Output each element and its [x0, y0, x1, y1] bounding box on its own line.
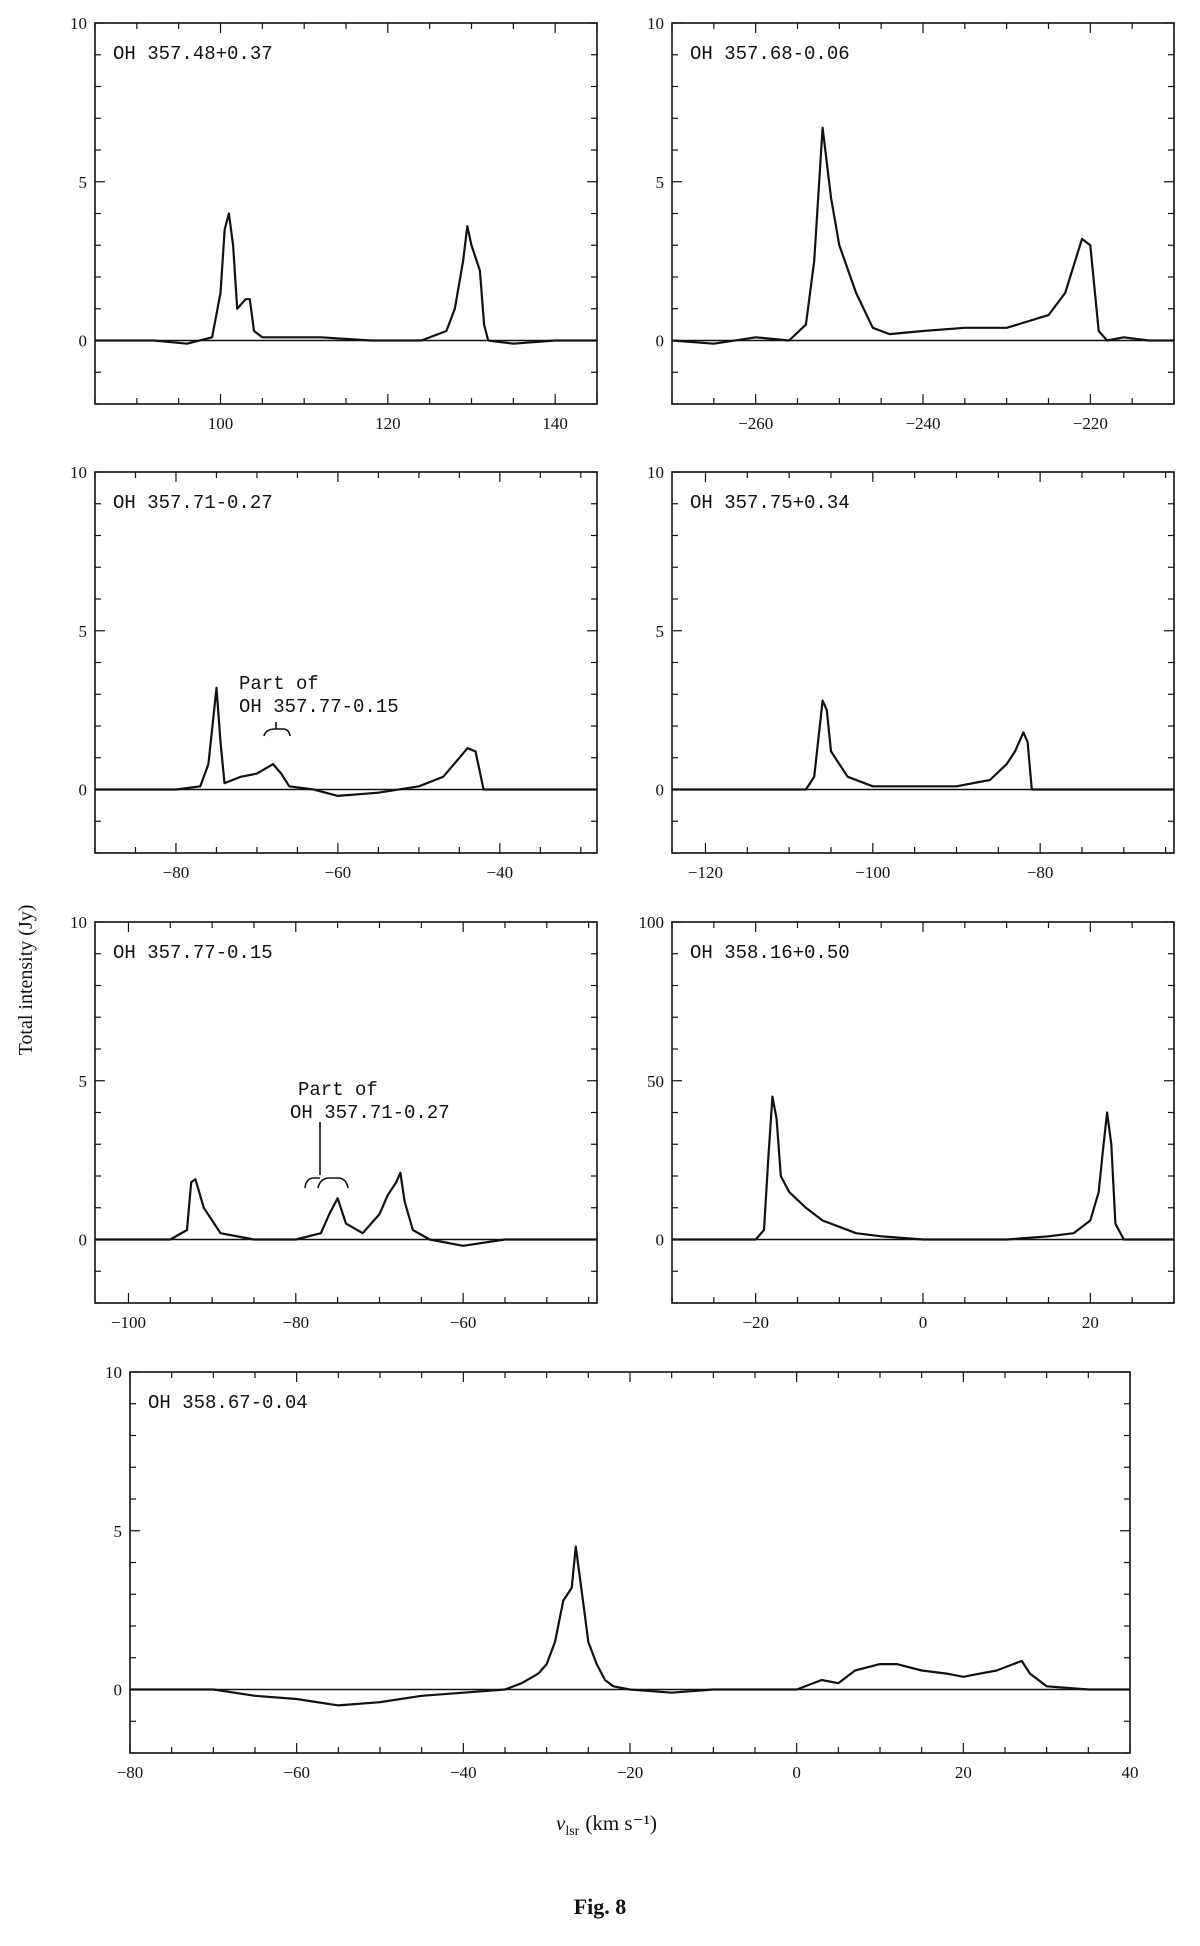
annotation-part-of-357-71: Part of OH 357.71-0.27: [290, 1079, 450, 1189]
spectrum-panel: −120 −100 −80 0 5 10 OH 357.75+0.34: [647, 463, 1175, 882]
x-tick-label: −100: [855, 863, 890, 882]
spectrum-line: [130, 1545, 1130, 1707]
y-tick-label: 100: [639, 913, 665, 932]
x-tick-label: −80: [117, 1763, 144, 1782]
panel-title: OH 357.75+0.34: [690, 492, 850, 514]
x-tick-label: 40: [1122, 1763, 1139, 1782]
y-tick-label: 0: [79, 332, 88, 351]
x-tick-label: −120: [688, 863, 723, 882]
x-tick-label: −40: [450, 1763, 477, 1782]
x-tick-label: 100: [208, 414, 234, 433]
spectrum-panel: 100 120 140 0 5 10 OH 357.48+0.37: [70, 14, 598, 433]
y-tick-label: 0: [656, 332, 665, 351]
plot-frame: [129, 1371, 1131, 1754]
annotation-line1: Part of: [239, 673, 319, 695]
spectrum-line: [95, 686, 597, 797]
spectrum-line: [672, 1095, 1174, 1241]
y-tick-label: 10: [70, 913, 87, 932]
spectrum-panel: −260 −240 −220 0 5 10 OH 357.68-0.06: [647, 14, 1175, 433]
spectrum-line: [671, 126, 1174, 345]
spectrum-panel: −80 −60 −40 0 5 10 OH 357.71-0.27: [70, 463, 598, 882]
annotation-bracket: [304, 1122, 349, 1189]
y-tick-label: 5: [114, 1522, 123, 1541]
spectrum-panel: −100 −80 −60 0 5 10 OH 357.77-0.15: [70, 913, 598, 1332]
x-tick-label: 20: [1082, 1313, 1099, 1332]
annotation-line1: Part of: [298, 1079, 378, 1101]
y-tick-label: 50: [647, 1072, 664, 1091]
y-tick-label: 0: [79, 781, 88, 800]
x-tick-label: −60: [450, 1313, 477, 1332]
y-tick-label: 0: [79, 1231, 88, 1250]
panel-title: OH 358.67-0.04: [148, 1392, 308, 1414]
x-tick-label: −60: [283, 1763, 310, 1782]
plot-frame: [94, 22, 598, 405]
y-tick-label: 10: [70, 14, 87, 33]
x-tick-label: −260: [738, 414, 773, 433]
y-tick-label: 10: [647, 14, 664, 33]
x-tick-label: −40: [487, 863, 514, 882]
x-tick-label: 0: [919, 1313, 928, 1332]
y-tick-label: 5: [656, 622, 665, 641]
x-tick-label: 140: [542, 414, 568, 433]
panel-title: OH 358.16+0.50: [690, 942, 850, 964]
y-tick-label: 5: [79, 1072, 88, 1091]
y-tick-label: 5: [656, 173, 665, 192]
x-tick-label: −220: [1073, 414, 1108, 433]
x-tick-label: −100: [111, 1313, 146, 1332]
x-tick-label: 120: [375, 414, 401, 433]
x-tick-label: 20: [955, 1763, 972, 1782]
panel-title: OH 357.71-0.27: [113, 492, 273, 514]
panel-title: OH 357.68-0.06: [690, 43, 850, 65]
x-tick-label: −80: [163, 863, 190, 882]
plot-frame: [671, 471, 1175, 854]
figure-caption: Fig. 8: [574, 1894, 627, 1919]
spectrum-line: [672, 699, 1174, 791]
spectrum-line: [95, 1171, 597, 1247]
y-tick-label: 0: [114, 1681, 123, 1700]
annotation-bracket: [263, 722, 291, 737]
x-tick-label: −20: [742, 1313, 769, 1332]
spectrum-line: [95, 212, 597, 345]
panel-title: OH 357.77-0.15: [113, 942, 273, 964]
annotation-part-of-357-77: Part of OH 357.77-0.15: [239, 673, 399, 737]
x-tick-label: −240: [905, 414, 940, 433]
y-tick-label: 10: [647, 463, 664, 482]
y-tick-label: 0: [656, 1231, 665, 1250]
y-tick-label: 10: [105, 1363, 122, 1382]
y-tick-label: 5: [79, 622, 88, 641]
spectrum-panel: −20 0 20 0 50 100 OH 358.16+0.50: [639, 913, 1175, 1332]
y-axis-label: Total intensity (Jy): [15, 905, 37, 1056]
spectrum-panel: −80 −60 −40 −20 0 20 40 0 5 10 OH 358.67-0.04: [105, 1363, 1139, 1782]
x-tick-label: 0: [792, 1763, 801, 1782]
y-tick-label: 5: [79, 173, 88, 192]
plot-frame: [671, 921, 1175, 1304]
annotation-line2: OH 357.77-0.15: [239, 696, 399, 718]
x-axis-label: vlsr (km s⁻¹): [556, 1811, 657, 1839]
x-tick-label: −20: [617, 1763, 644, 1782]
y-tick-label: 10: [70, 463, 87, 482]
y-tick-label: 0: [656, 781, 665, 800]
annotation-line2: OH 357.71-0.27: [290, 1102, 450, 1124]
x-tick-label: −80: [283, 1313, 310, 1332]
panel-title: OH 357.48+0.37: [113, 43, 273, 65]
x-tick-label: −80: [1027, 863, 1054, 882]
plot-frame: [671, 22, 1175, 405]
x-tick-label: −60: [325, 863, 352, 882]
